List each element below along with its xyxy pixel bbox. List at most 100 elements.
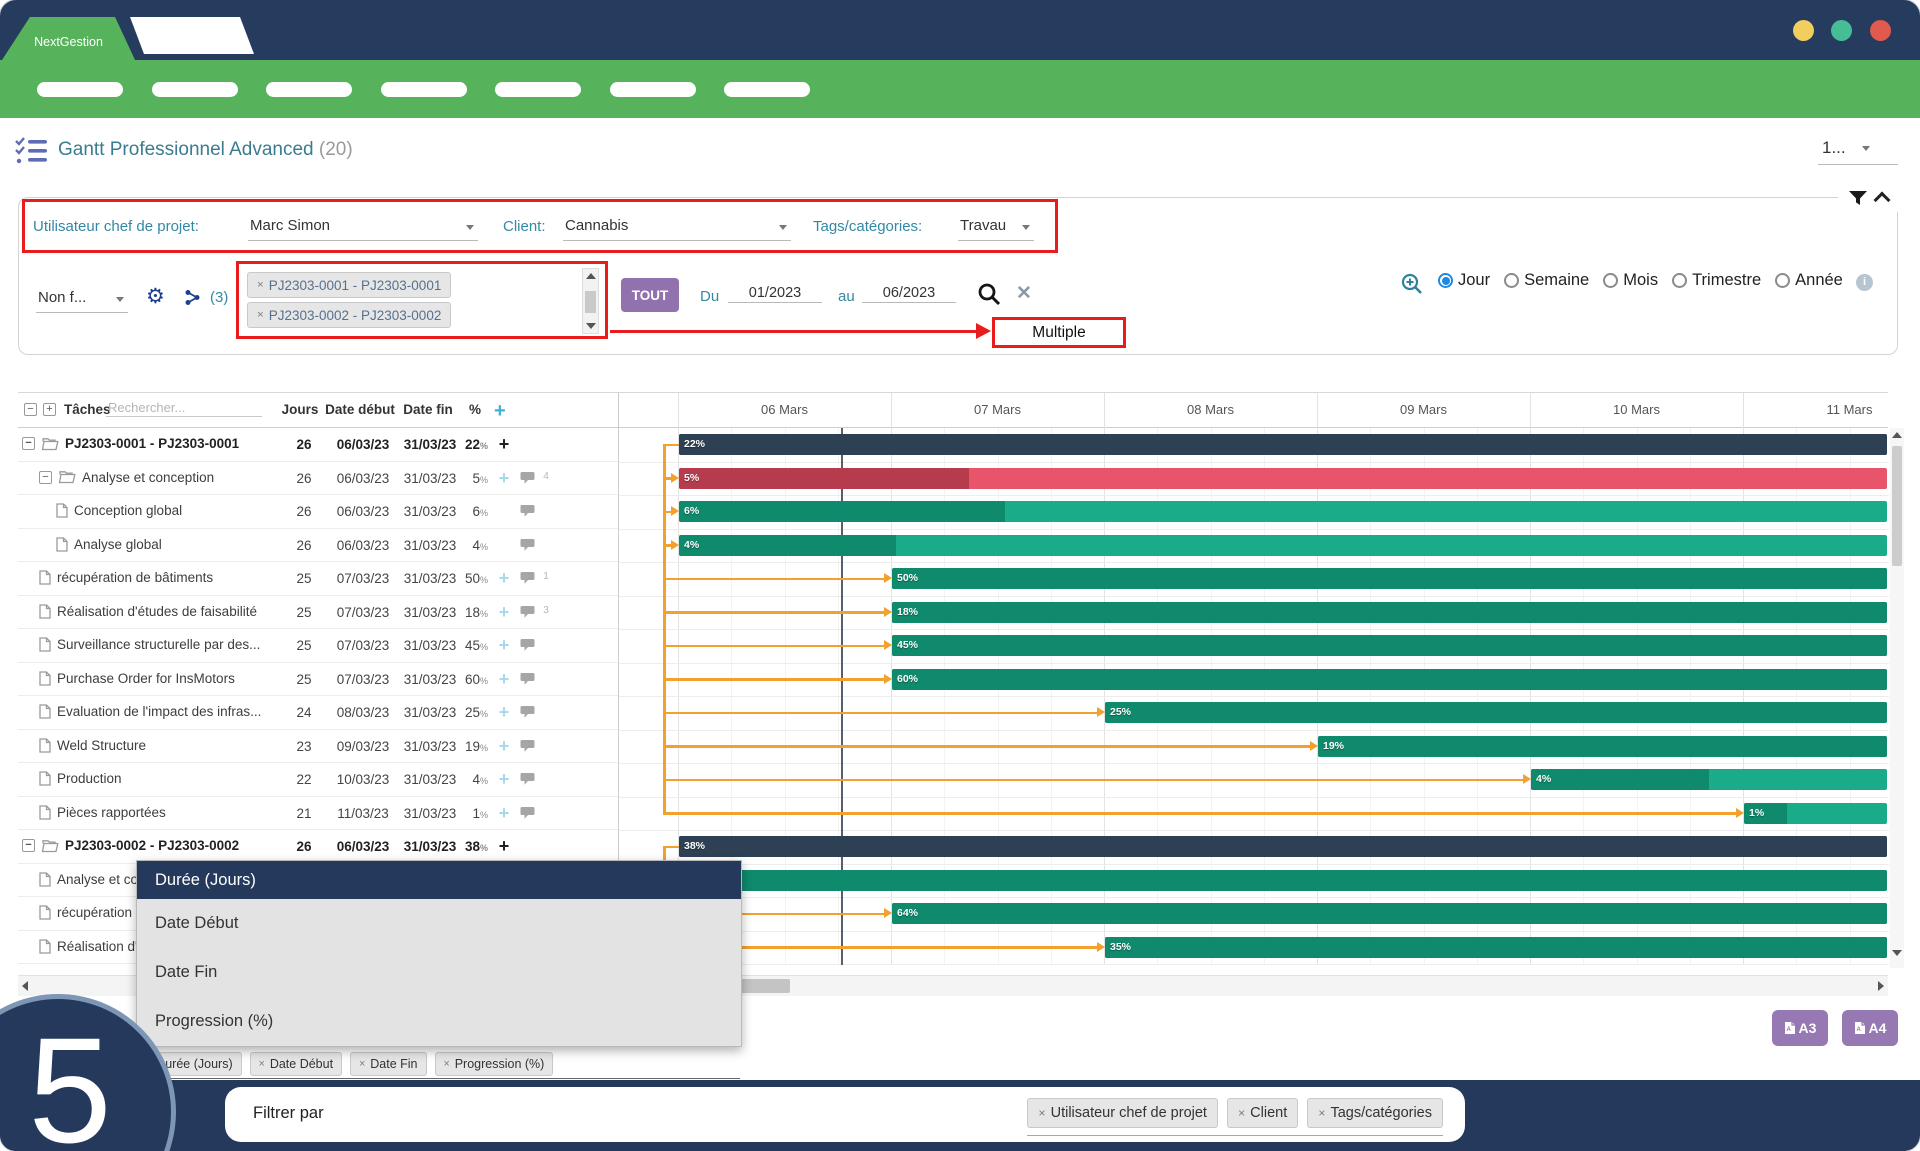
table-row[interactable]: − PJ2303-0001 - PJ2303-0001 26 06/03/23 31/0…	[18, 428, 618, 462]
project-tag-chip[interactable]: PJ2303-0002 - PJ2303-0002	[247, 302, 452, 328]
scroll-up-icon[interactable]	[1892, 432, 1902, 438]
listbox-scrollbar[interactable]	[582, 268, 599, 334]
add-subtask-icon[interactable]: +	[498, 802, 510, 823]
scroll-left-icon[interactable]	[22, 981, 28, 991]
column-chip[interactable]: Date Fin	[350, 1052, 427, 1076]
filter-chip[interactable]: Utilisateur chef de projet	[1027, 1098, 1218, 1128]
column-chip[interactable]: Progression (%)	[434, 1052, 554, 1076]
task-search-input[interactable]	[106, 399, 262, 417]
remove-icon[interactable]	[1318, 1106, 1325, 1120]
comment-bubble-icon[interactable]	[520, 538, 540, 552]
remove-icon[interactable]	[257, 309, 264, 321]
zoom-in-icon[interactable]	[1400, 272, 1424, 296]
table-row[interactable]: Evaluation de l'impact des infras... 24 08…	[18, 696, 618, 730]
remove-icon[interactable]	[444, 1058, 450, 1070]
dropdown-item[interactable]: Date Fin	[137, 948, 741, 997]
export-a3-button[interactable]: A A3	[1772, 1010, 1828, 1046]
nav-pill-placeholder[interactable]	[724, 82, 810, 97]
remove-icon[interactable]	[1238, 1106, 1245, 1120]
table-row[interactable]: Analyse global 26 06/03/23 31/03/23 4%	[18, 529, 618, 562]
collapse-all-icon[interactable]: −	[24, 403, 37, 416]
gantt-bar[interactable]	[679, 869, 1887, 891]
comment-bubble-icon[interactable]	[520, 504, 540, 518]
window-control-dot[interactable]	[1870, 20, 1891, 41]
add-subtask-icon[interactable]: +	[498, 568, 510, 588]
collapse-row-icon[interactable]: −	[39, 470, 52, 484]
scroll-up-icon[interactable]	[586, 273, 596, 279]
add-task-icon[interactable]: +	[494, 400, 506, 422]
gantt-bar[interactable]: 5%	[679, 467, 1887, 489]
add-subtask-icon[interactable]: +	[498, 434, 510, 454]
gantt-bar[interactable]: 38%	[679, 836, 1887, 857]
column-date-fin[interactable]: Date fin	[403, 402, 453, 417]
comment-bubble-icon[interactable]	[520, 605, 540, 619]
table-row[interactable]: Purchase Order for InsMotors 25 07/03/23 31…	[18, 663, 618, 696]
table-row[interactable]: Production 22 10/03/23 31/03/23 4% +	[18, 763, 618, 797]
gantt-bar[interactable]: 4%	[679, 534, 1887, 556]
column-pct[interactable]: %	[468, 402, 481, 417]
nav-pill-placeholder[interactable]	[380, 82, 467, 97]
dropdown-item-selected[interactable]: Durée (Jours)	[137, 861, 741, 899]
comment-bubble-icon[interactable]	[520, 471, 540, 485]
filter-toggle[interactable]	[1838, 184, 1898, 212]
column-chip[interactable]: Date Début	[249, 1052, 343, 1076]
nav-pill-placeholder[interactable]	[37, 82, 123, 97]
zoom-radio-trimestre[interactable]: Trimestre	[1672, 271, 1761, 290]
filter-select[interactable]: Cannabis	[563, 214, 791, 241]
comment-bubble-icon[interactable]	[520, 571, 540, 585]
add-subtask-icon[interactable]: +	[498, 769, 510, 789]
expand-all-icon[interactable]: +	[43, 403, 56, 416]
zoom-radio-semaine[interactable]: Semaine	[1504, 271, 1589, 290]
vertical-scrollbar[interactable]	[1890, 428, 1904, 968]
gear-icon[interactable]: ⚙	[146, 285, 165, 308]
gantt-bar[interactable]: 19%	[1318, 735, 1887, 757]
gantt-bar[interactable]: 50%	[892, 568, 1887, 589]
gantt-bar[interactable]: 60%	[892, 668, 1887, 690]
vscrollbar-thumb[interactable]	[1892, 446, 1902, 566]
table-row[interactable]: récupération de bâtiments 25 07/03/23 31/03…	[18, 562, 618, 596]
scrollbar-thumb[interactable]	[585, 291, 596, 313]
page-size-select[interactable]: 1...	[1822, 138, 1870, 158]
filter-select[interactable]: Marc Simon	[248, 214, 478, 241]
table-row[interactable]: Conception global 26 06/03/23 31/03/23 6%	[18, 495, 618, 529]
dropdown-item[interactable]: Progression (%)	[137, 997, 741, 1046]
scroll-down-icon[interactable]	[586, 323, 596, 329]
add-subtask-icon[interactable]: +	[498, 702, 510, 722]
tab-nextgestion[interactable]: NextGestion	[2, 17, 135, 60]
collapse-row-icon[interactable]: −	[22, 839, 35, 852]
status-filter-select[interactable]: Non f...	[36, 286, 128, 313]
add-subtask-icon[interactable]: +	[498, 467, 510, 488]
comment-bubble-icon[interactable]	[520, 705, 540, 719]
filter-chip[interactable]: Client	[1226, 1098, 1299, 1128]
gantt-bar[interactable]: 22%	[679, 434, 1887, 455]
gantt-bar[interactable]: 35%	[1105, 936, 1887, 958]
date-to-input[interactable]	[862, 284, 956, 303]
export-a4-button[interactable]: A A4	[1842, 1010, 1898, 1046]
close-icon[interactable]: ✕	[1016, 283, 1032, 304]
add-subtask-icon[interactable]: +	[498, 668, 510, 689]
table-row[interactable]: Réalisation d'études de faisabilité 25 07/…	[18, 596, 618, 629]
zoom-radio-année[interactable]: Année	[1775, 271, 1843, 290]
scroll-right-icon[interactable]	[1878, 981, 1884, 991]
nav-pill-placeholder[interactable]	[266, 82, 352, 97]
remove-icon[interactable]	[259, 1058, 265, 1070]
remove-icon[interactable]	[359, 1058, 365, 1070]
table-row[interactable]: − PJ2303-0002 - PJ2303-0002 26 06/03/23 31/0…	[18, 830, 618, 864]
zoom-radio-jour[interactable]: Jour	[1438, 271, 1490, 290]
nav-pill-placeholder[interactable]	[495, 82, 581, 97]
table-row[interactable]: Pièces rapportées 21 11/03/23 31/03/23 1% +	[18, 797, 618, 830]
table-row[interactable]: − Analyse et conception 26 06/03/23 31/03/23…	[18, 462, 618, 495]
gantt-bar[interactable]: 45%	[892, 635, 1887, 656]
comment-bubble-icon[interactable]	[520, 638, 540, 652]
filter-chip[interactable]: Tags/catégories	[1307, 1098, 1443, 1128]
dropdown-item[interactable]: Date Début	[137, 899, 741, 948]
date-from-input[interactable]	[728, 284, 822, 303]
window-control-dot[interactable]	[1831, 20, 1852, 41]
gantt-bar[interactable]: 1%	[1744, 802, 1887, 824]
gantt-bar[interactable]: 25%	[1105, 702, 1887, 723]
comment-bubble-icon[interactable]	[520, 772, 540, 786]
tout-button[interactable]: TOUT	[621, 278, 679, 312]
collapse-row-icon[interactable]: −	[22, 437, 35, 450]
project-multiselect[interactable]: PJ2303-0001 - PJ2303-0001 PJ2303-0002 - P…	[239, 264, 605, 336]
nav-pill-placeholder[interactable]	[609, 82, 696, 97]
